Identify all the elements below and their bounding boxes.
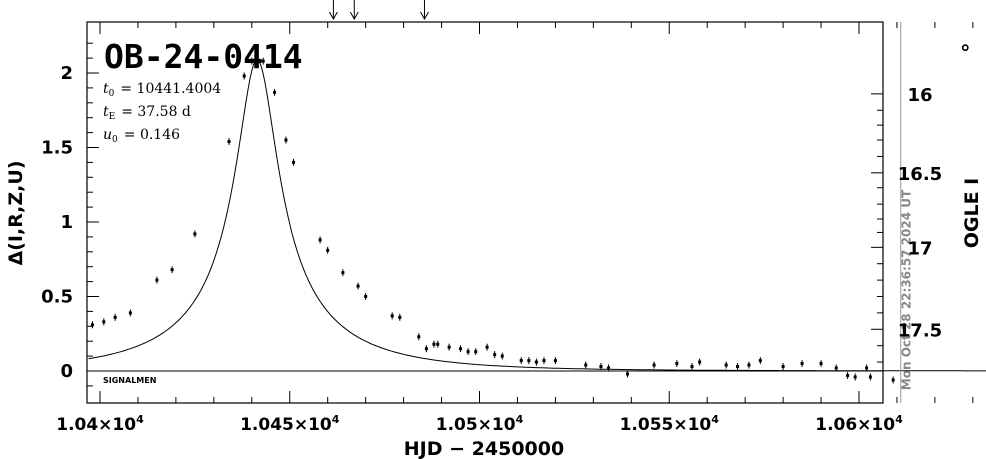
- data-point: [424, 347, 428, 351]
- data-point: [102, 320, 106, 324]
- data-point: [318, 238, 322, 242]
- circle-marker: [961, 44, 969, 52]
- data-point: [459, 347, 463, 351]
- data-point: [447, 345, 451, 349]
- y2-axis-title: OGLE I: [961, 178, 983, 249]
- data-point: [193, 232, 197, 236]
- data-point: [356, 284, 360, 288]
- model-curve: [88, 58, 986, 372]
- x-tick-label: 1.04×104: [56, 413, 144, 435]
- data-point: [542, 359, 546, 363]
- data-point: [466, 350, 470, 354]
- data-point: [155, 278, 159, 282]
- date-label: Mon Oct 28 22:36:57 2024 UT: [900, 189, 914, 390]
- data-point: [819, 362, 823, 366]
- data-point: [698, 360, 702, 364]
- data-point: [747, 363, 751, 367]
- data-point: [326, 248, 330, 252]
- data-point: [690, 365, 694, 369]
- data-point: [113, 315, 117, 319]
- data-point: [781, 365, 785, 369]
- data-point: [865, 366, 869, 370]
- event-arrow-head: [420, 11, 429, 21]
- y-axis-title: Δ(I,R,Z,U): [5, 161, 27, 266]
- data-point: [485, 345, 489, 349]
- y-tick-label: 0.5: [41, 287, 73, 308]
- data-point: [527, 359, 531, 363]
- plot-frame: [86, 21, 884, 404]
- data-point: [853, 375, 857, 379]
- data-point: [675, 362, 679, 366]
- data-point: [90, 323, 94, 327]
- data-point: [607, 366, 611, 370]
- data-point: [891, 378, 895, 382]
- param-u0: u0 = 0.146: [103, 127, 180, 145]
- y2-tick-label: 16.5: [898, 164, 942, 185]
- data-point: [364, 295, 368, 298]
- fit-parameters: t0 = 10441.4004 tE = 37.58 d u0 = 0.146: [103, 81, 221, 145]
- y2-tick-label: 17: [907, 238, 932, 259]
- data-point: [284, 138, 288, 142]
- data-point: [292, 160, 296, 164]
- data-point: [474, 350, 478, 354]
- y-tick-label: 1: [60, 212, 73, 233]
- data-point: [250, 59, 254, 63]
- y-tick-label: 0: [60, 361, 73, 382]
- data-point: [390, 314, 394, 318]
- event-arrow-head: [349, 11, 359, 21]
- data-point: [736, 365, 740, 369]
- data-point: [652, 363, 656, 367]
- data-point: [519, 359, 523, 363]
- x-tick-label: 1.05×104: [436, 413, 524, 435]
- y2-tick-label: 17.5: [898, 320, 942, 341]
- data-point: [436, 342, 440, 346]
- data-point: [417, 335, 421, 339]
- x-axis-title: HJD − 2450000: [404, 438, 564, 459]
- y-tick-label: 2: [60, 63, 73, 84]
- data-point: [128, 311, 132, 315]
- data-point: [724, 363, 728, 367]
- data-point: [493, 353, 497, 357]
- chart-title: OB-24-0414: [104, 37, 303, 76]
- data-point: [432, 342, 436, 346]
- data-point: [846, 373, 850, 377]
- data-point: [868, 375, 872, 379]
- data-point: [534, 360, 538, 364]
- signalmen-label: SIGNALMEN: [103, 376, 156, 385]
- data-point: [398, 315, 402, 319]
- data-point: [584, 363, 588, 367]
- y-tick-label: 1.5: [41, 138, 73, 159]
- x-tick-label: 1.06×104: [815, 413, 903, 435]
- x-tick-label: 1.055×104: [620, 413, 720, 435]
- data-point: [553, 359, 557, 363]
- param-t0: t0 = 10441.4004: [103, 81, 221, 99]
- data-point: [599, 365, 603, 369]
- y2-tick-label: 16: [907, 85, 932, 106]
- data-point: [834, 366, 838, 370]
- data-point: [227, 140, 231, 144]
- data-point: [242, 74, 246, 78]
- data-point: [341, 271, 345, 275]
- event-arrow-head: [328, 11, 338, 21]
- data-point: [626, 372, 630, 376]
- data-point: [800, 362, 804, 366]
- data-point: [758, 359, 762, 363]
- x-tick-label: 1.045×104: [240, 413, 340, 435]
- data-point: [170, 268, 174, 272]
- data-point: [500, 354, 504, 358]
- data-point: [261, 59, 265, 63]
- param-tE: tE = 37.58 d: [103, 104, 191, 122]
- data-point: [273, 90, 277, 94]
